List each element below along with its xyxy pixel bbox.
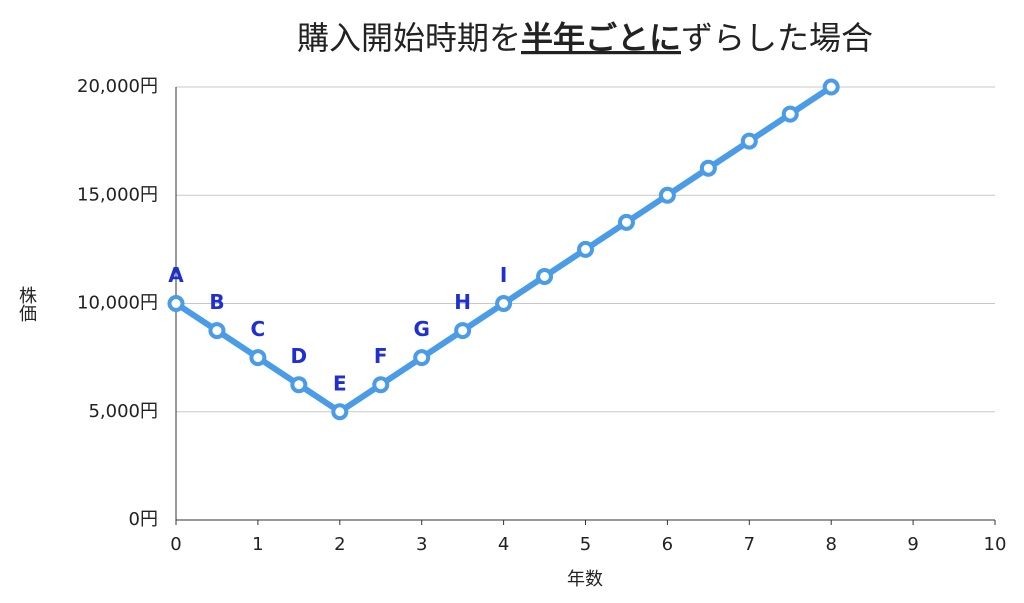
point-label: H	[454, 290, 471, 314]
x-tick-label: 2	[334, 534, 345, 555]
y-tick-label: 15,000円	[77, 184, 158, 205]
point-label: D	[291, 344, 308, 368]
data-point	[167, 295, 185, 312]
data-point	[331, 403, 349, 421]
x-tick-label: 1	[252, 534, 263, 555]
point-label: C	[251, 317, 266, 341]
point-label: B	[209, 290, 224, 314]
x-tick-label: 6	[662, 534, 673, 555]
x-tick-label: 10	[984, 534, 1007, 555]
data-point	[699, 159, 717, 177]
point-label: F	[374, 344, 388, 368]
data-point	[249, 349, 267, 367]
x-axis-label: 年数	[567, 569, 603, 590]
data-point	[740, 132, 758, 150]
x-tick-label: 0	[170, 534, 181, 555]
title-part: 購入開始時期を	[297, 19, 521, 57]
x-tick-label: 4	[498, 534, 509, 555]
data-point	[208, 322, 226, 340]
data-point	[495, 295, 513, 312]
x-tick-label: 8	[825, 534, 836, 555]
x-tick-label: 9	[907, 534, 918, 555]
point-label: E	[333, 371, 347, 395]
point-label: I	[500, 263, 507, 287]
title-part: 半年ごとに	[521, 19, 681, 57]
data-line	[174, 84, 833, 415]
data-point	[536, 267, 554, 285]
data-point	[781, 105, 799, 123]
y-tick-label: 10,000円	[77, 293, 158, 314]
data-point	[577, 240, 594, 258]
data-point	[658, 186, 676, 204]
point-label: G	[413, 317, 429, 341]
x-tick-label: 5	[580, 534, 591, 555]
y-axis-label: 株価	[16, 286, 37, 322]
data-point	[290, 376, 308, 394]
data-point	[822, 78, 840, 96]
point-label: A	[168, 263, 184, 287]
data-point	[372, 376, 390, 394]
title-part: ずらした場合	[681, 19, 873, 57]
x-tick-label: 7	[744, 534, 755, 555]
data-point	[413, 349, 431, 367]
y-tick-label: 0円	[129, 509, 158, 530]
data-point	[454, 322, 472, 340]
y-tick-label: 20,000円	[77, 76, 158, 97]
data-point	[617, 213, 635, 231]
x-tick-label: 3	[416, 534, 427, 555]
chart-title: 購入開始時期を半年ごとにずらした場合	[297, 19, 873, 57]
y-tick-label: 5,000円	[88, 401, 158, 422]
